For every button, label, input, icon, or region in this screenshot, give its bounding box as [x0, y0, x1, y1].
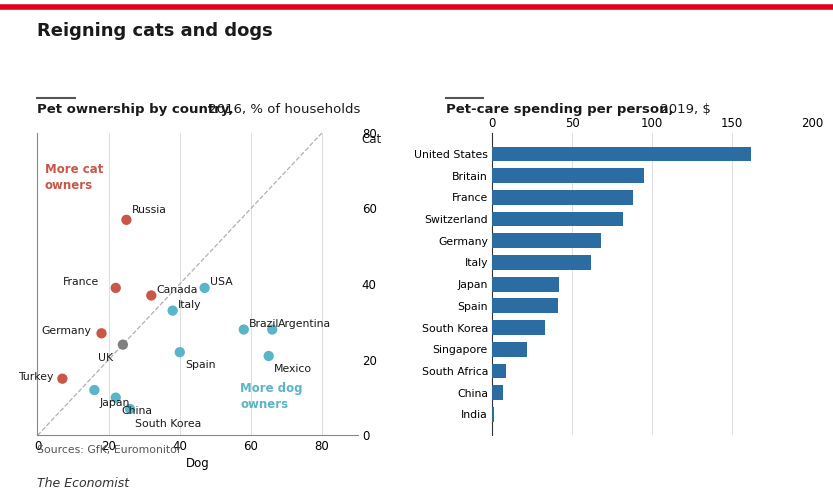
- Text: Brazil: Brazil: [249, 319, 280, 329]
- Point: [109, 394, 122, 401]
- Text: Argentina: Argentina: [277, 319, 331, 329]
- Text: Mexico: Mexico: [274, 364, 312, 374]
- Point: [198, 284, 212, 292]
- Bar: [492, 277, 559, 291]
- Point: [237, 326, 251, 334]
- Bar: [492, 320, 545, 335]
- Point: [95, 329, 108, 337]
- Text: Spain: Spain: [185, 361, 216, 370]
- Point: [123, 405, 137, 413]
- Point: [120, 216, 133, 224]
- Bar: [492, 385, 503, 400]
- Text: South Korea: South Korea: [135, 419, 202, 429]
- Text: Pet-care spending per person,: Pet-care spending per person,: [446, 103, 673, 116]
- Bar: [492, 342, 527, 357]
- Bar: [492, 233, 601, 248]
- Text: Japan: Japan: [100, 398, 130, 408]
- Point: [262, 352, 276, 360]
- Point: [173, 348, 187, 356]
- Bar: [492, 212, 623, 226]
- Bar: [492, 299, 557, 313]
- Text: More dog
owners: More dog owners: [240, 382, 302, 411]
- Text: Pet ownership by country,: Pet ownership by country,: [37, 103, 234, 116]
- Point: [266, 326, 279, 334]
- Text: UK: UK: [98, 353, 113, 363]
- Bar: [492, 364, 506, 378]
- Bar: [492, 190, 633, 205]
- Bar: [492, 255, 591, 270]
- X-axis label: Dog: Dog: [186, 458, 209, 470]
- Text: 2016, % of households: 2016, % of households: [204, 103, 361, 116]
- Text: Germany: Germany: [41, 326, 91, 337]
- Point: [56, 375, 69, 383]
- Text: Italy: Italy: [178, 300, 202, 310]
- Text: 2019, $: 2019, $: [656, 103, 711, 116]
- Text: The Economist: The Economist: [37, 477, 130, 490]
- Point: [145, 292, 158, 300]
- Text: USA: USA: [210, 277, 232, 287]
- Text: France: France: [62, 277, 98, 287]
- Point: [87, 386, 101, 394]
- Point: [116, 340, 129, 348]
- Text: Turkey: Turkey: [18, 372, 53, 382]
- Bar: [492, 407, 494, 422]
- Text: Russia: Russia: [132, 205, 167, 215]
- Text: More cat
owners: More cat owners: [45, 163, 103, 192]
- Text: Reigning cats and dogs: Reigning cats and dogs: [37, 22, 273, 40]
- Text: Canada: Canada: [157, 285, 198, 295]
- Text: Cat: Cat: [362, 133, 382, 146]
- Text: Sources: GfK; Euromonitor: Sources: GfK; Euromonitor: [37, 445, 182, 455]
- Text: China: China: [121, 406, 152, 416]
- Bar: [492, 168, 644, 183]
- Bar: [492, 147, 751, 161]
- Point: [166, 307, 179, 314]
- Point: [109, 284, 122, 292]
